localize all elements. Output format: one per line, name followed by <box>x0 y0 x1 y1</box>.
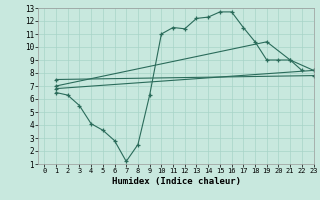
X-axis label: Humidex (Indice chaleur): Humidex (Indice chaleur) <box>111 177 241 186</box>
